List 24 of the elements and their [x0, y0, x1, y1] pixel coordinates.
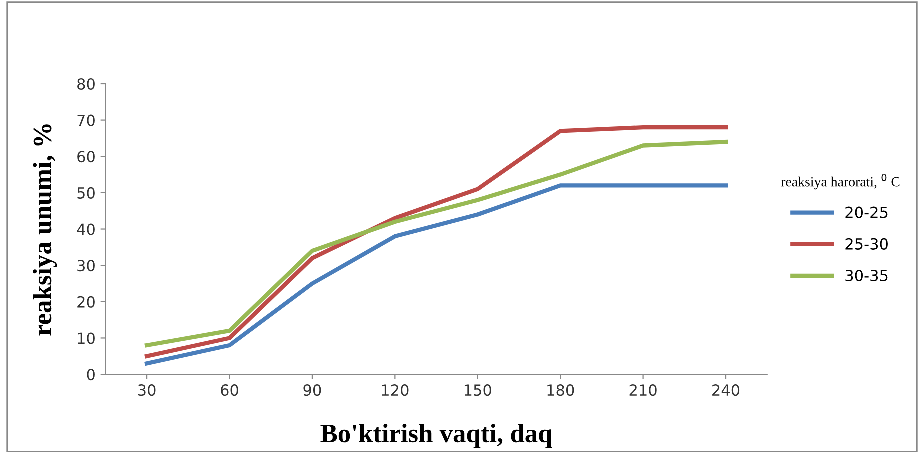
y-tick-label: 10	[78, 332, 95, 344]
line-series	[144, 184, 728, 366]
y-tick-label: 0	[87, 369, 95, 381]
y-tick-label: 30	[78, 260, 95, 272]
x-tick-label: 90	[304, 384, 322, 396]
y-tick-label: 20	[78, 296, 95, 308]
x-tick-label: 30	[138, 384, 156, 396]
y-tick-label: 80	[78, 78, 95, 90]
legend-label: 25-30	[846, 238, 888, 250]
y-tick-label: 70	[78, 114, 95, 126]
y-axis-title: reaksiya unumi, %	[33, 124, 58, 336]
legend-title: reaksiya harorati, $^{0}$ C	[781, 174, 900, 190]
x-axis-title: Bo'ktirish vaqti, daq	[320, 424, 552, 448]
legend-label: 20-25	[846, 206, 888, 218]
x-tick-label: 150	[464, 384, 492, 396]
x-tick-label: 120	[382, 384, 409, 396]
y-tick-label: 50	[78, 187, 95, 199]
y-tick-label: 60	[78, 151, 95, 163]
x-tick-label: 60	[221, 384, 238, 396]
x-tick-label: 210	[630, 384, 657, 396]
legend-label: 30-35	[846, 270, 888, 282]
y-tick-label: 40	[77, 224, 95, 236]
x-tick-label: 240	[712, 384, 740, 396]
x-tick-label: 180	[548, 384, 574, 396]
